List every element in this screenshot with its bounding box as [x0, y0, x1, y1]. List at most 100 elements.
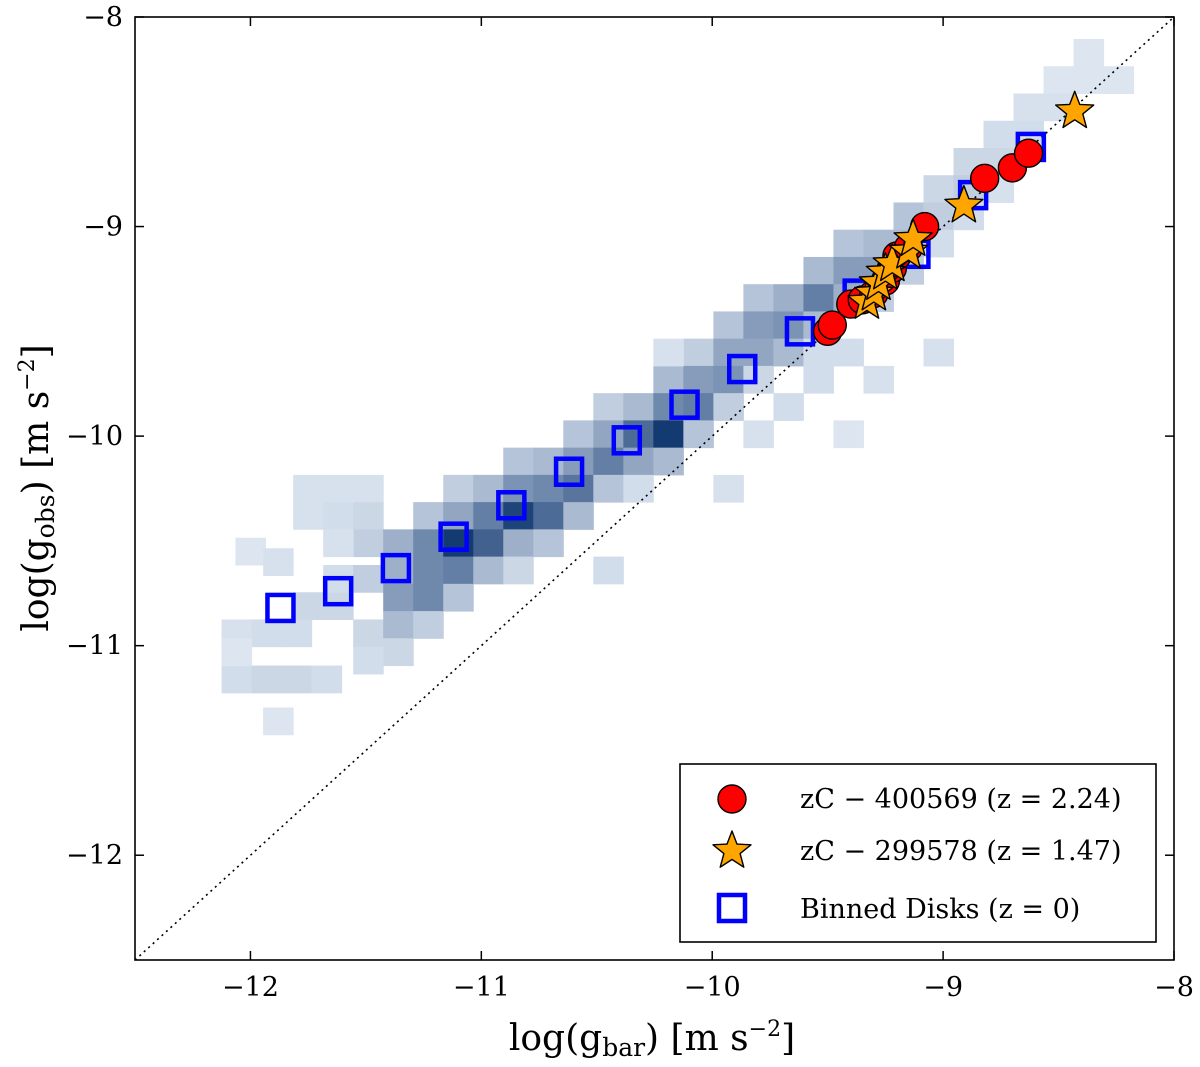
- heatmap-cell: [923, 338, 955, 367]
- heatmap-cell: [563, 502, 594, 530]
- binned-disk-point: [380, 552, 412, 584]
- heatmap-cell: [293, 502, 324, 530]
- heatmap-cell: [353, 529, 384, 558]
- legend-label-zc299578: zC − 299578 (z = 1.47): [800, 836, 1122, 867]
- heatmap-cell: [353, 646, 384, 675]
- y-tick-label: −10: [66, 421, 123, 452]
- heatmap-cell: [563, 420, 594, 449]
- heatmap-cell: [503, 556, 534, 585]
- heatmap-cell: [353, 564, 384, 593]
- heatmap-cell: [323, 529, 354, 558]
- binned-disk-point: [553, 456, 585, 487]
- binned-disk-point: [438, 521, 469, 552]
- heatmap-cell: [743, 420, 774, 449]
- heatmap-cell: [503, 447, 534, 476]
- heatmap-cell: [683, 338, 714, 367]
- legend-box: [679, 763, 1157, 943]
- heatmap-cell: [803, 284, 834, 312]
- heatmap-cell: [263, 548, 294, 576]
- heatmap-cell: [323, 474, 354, 503]
- heatmap-cell: [1043, 66, 1075, 94]
- heatmap-cell: [593, 420, 624, 449]
- heatmap-cell: [251, 619, 283, 648]
- legend-label-zc400569: zC − 400569 (z = 2.24): [800, 784, 1122, 815]
- x-tick-label: −12: [222, 972, 279, 1003]
- heatmap-cell: [1103, 66, 1135, 94]
- heatmap-cell: [503, 529, 534, 558]
- heatmap-cell: [713, 393, 744, 421]
- data-series: [265, 90, 1095, 624]
- heatmap-cell: [311, 665, 343, 694]
- heatmap-cell: [353, 474, 384, 503]
- heatmap-cell: [443, 556, 474, 585]
- heatmap-cell: [593, 393, 624, 421]
- heatmap-cell: [623, 393, 654, 421]
- heatmap-cell: [623, 474, 654, 503]
- heatmap-cell: [683, 420, 714, 449]
- legend-label-binned-disks: Binned Disks (z = 0): [800, 894, 1080, 925]
- heatmap-cell: [683, 365, 714, 394]
- binned-disk-point: [726, 353, 758, 385]
- axis-ticks: −12 −11 −10 −9 −8 −12 −11 −10 −9 −8: [66, 2, 1194, 1003]
- heatmap-cell: [281, 619, 313, 648]
- heatmap-cell: [443, 583, 474, 612]
- y-tick-label: −12: [66, 840, 123, 871]
- heatmap-cell: [743, 338, 774, 367]
- heatmap-cell: [743, 311, 774, 340]
- heatmap-cell: [281, 665, 313, 694]
- heatmap-cell: [533, 474, 564, 503]
- heatmap-cell: [713, 474, 744, 503]
- zc299578-point: [893, 218, 933, 257]
- legend-marker-star: [712, 830, 752, 868]
- heatmap-cell: [533, 529, 564, 558]
- heatmap-cell: [503, 474, 534, 503]
- heatmap-cell: [563, 474, 594, 503]
- heatmap-cell: [923, 175, 955, 203]
- x-axis-label: log(gbar) [m s−2]: [509, 1017, 795, 1062]
- x-tick-label: −10: [684, 972, 741, 1003]
- heatmap-cell: [383, 638, 414, 667]
- heatmap-cell: [413, 583, 444, 612]
- heatmap-cell: [383, 529, 414, 558]
- y-axis-label: log(gobs) [m s−2]: [15, 344, 60, 631]
- heatmap-cell: [1013, 93, 1045, 122]
- heatmap-cell: [833, 420, 864, 449]
- heatmap-cell: [293, 474, 324, 503]
- heatmap-cell: [473, 529, 504, 558]
- heatmap-cell: [743, 365, 774, 394]
- heatmap-cell: [235, 537, 266, 566]
- zc299578-point: [944, 184, 984, 223]
- x-tick-label: −9: [923, 972, 963, 1003]
- heatmap-cell: [533, 502, 564, 530]
- heatmap-cell: [443, 474, 474, 503]
- heatmap-cell: [221, 665, 253, 694]
- legend-marker-square: [716, 892, 748, 924]
- heatmap-cell: [413, 611, 444, 639]
- legend-markers: [712, 784, 752, 924]
- heatmap-cell: [743, 284, 774, 312]
- heatmap-cell: [503, 502, 534, 530]
- heatmap-cell: [353, 619, 384, 648]
- heatmap-cell: [383, 583, 414, 612]
- heatmap-cell: [533, 447, 564, 476]
- heatmap-cell: [221, 638, 253, 667]
- heatmap-cell: [803, 256, 834, 285]
- y-tick-label: −9: [83, 212, 123, 243]
- heatmap-cell: [413, 556, 444, 585]
- heatmap-cell: [833, 338, 864, 367]
- heatmap-cell: [713, 311, 744, 340]
- heatmap-cell: [773, 393, 804, 421]
- heatmap-cell: [773, 284, 804, 312]
- heatmap-cell: [653, 365, 684, 394]
- zc400569-point: [969, 163, 1000, 194]
- heatmap-cell: [353, 502, 384, 530]
- heatmap-cell: [293, 592, 324, 620]
- binned-disk-point: [265, 592, 296, 624]
- binned-disk-point: [669, 389, 700, 420]
- x-tick-label: −8: [1154, 972, 1194, 1003]
- heatmap-cell: [593, 556, 624, 585]
- heatmap-cell: [383, 611, 414, 639]
- heatmap-cell: [833, 229, 864, 258]
- heatmap-cell: [563, 447, 594, 476]
